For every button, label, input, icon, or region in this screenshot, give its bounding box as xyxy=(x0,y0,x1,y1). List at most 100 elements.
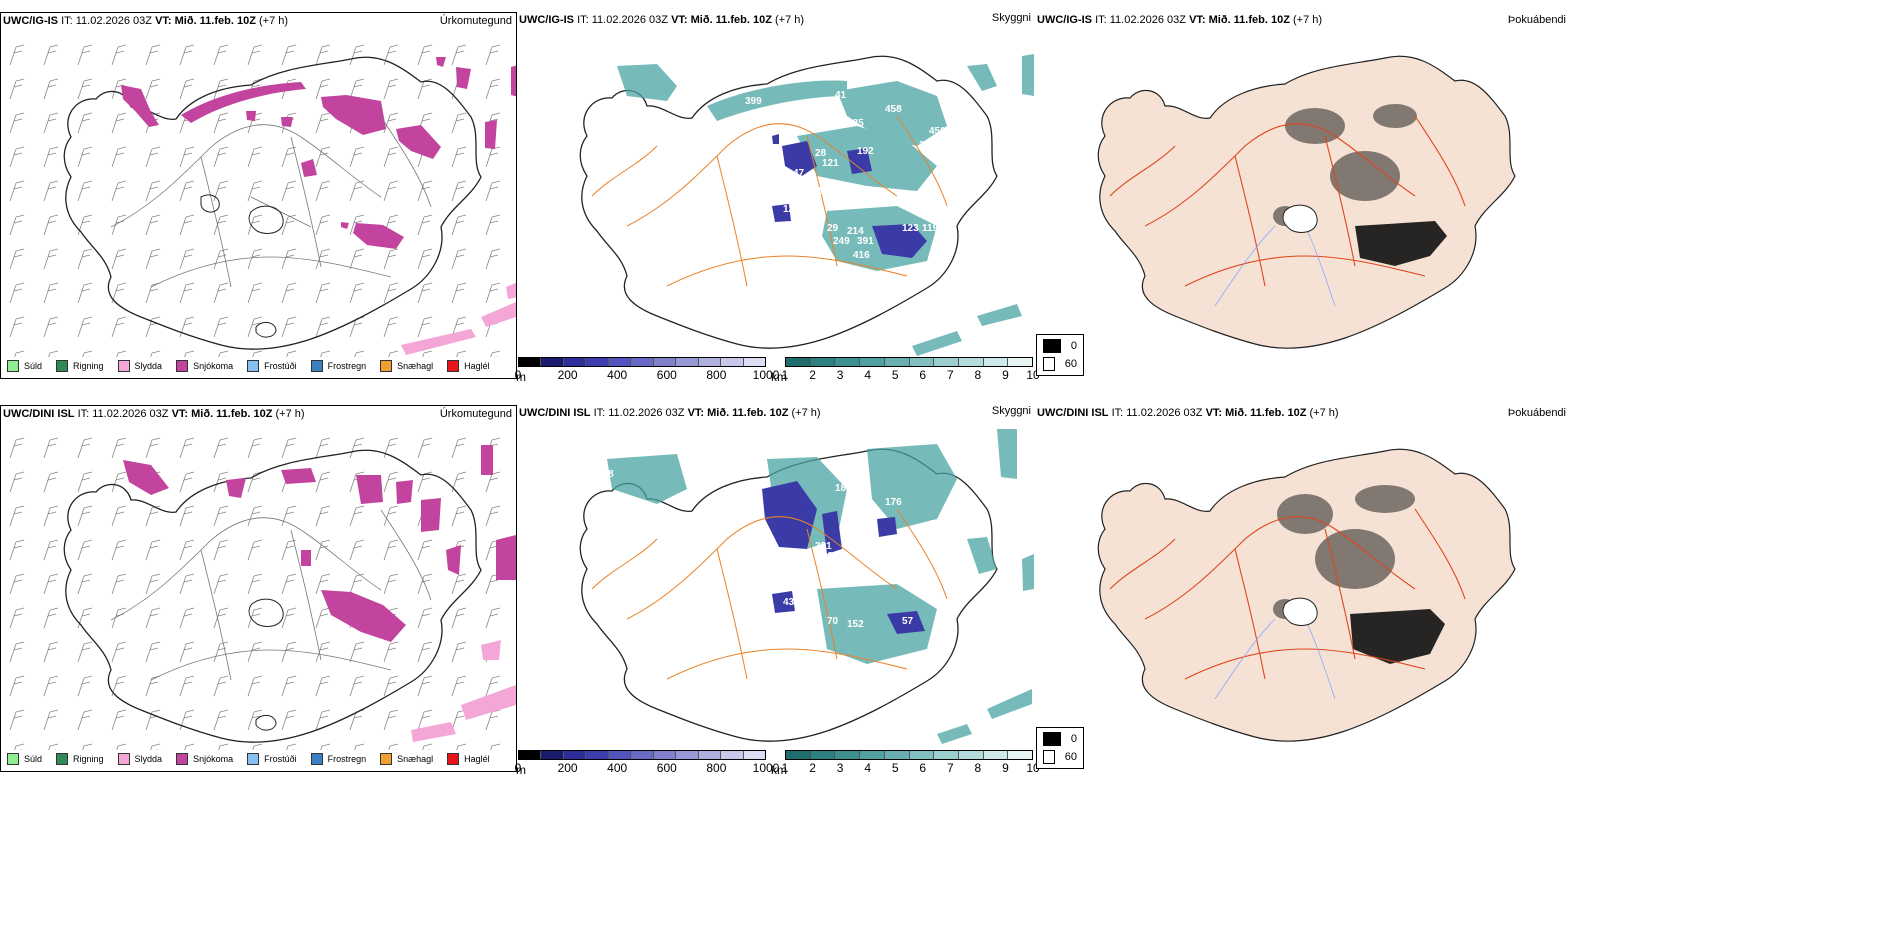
cloud-base-ticks: 0 200 400 600 800 1000 xyxy=(515,367,780,382)
legend-swatch xyxy=(1043,750,1055,764)
colorbar-tick-label: 6 xyxy=(919,368,927,382)
wind-barb-icon xyxy=(213,282,229,304)
cloud-base-unit: m xyxy=(516,370,526,384)
legend-swatch xyxy=(7,753,19,765)
wind-barb-icon xyxy=(9,573,25,595)
wind-barb-icon xyxy=(383,539,399,561)
wind-barb-icon xyxy=(111,112,127,134)
cloud-base-value: 450 xyxy=(929,126,946,137)
colorbar-tick-label: 1 xyxy=(781,368,789,382)
fog-black-area xyxy=(1355,221,1447,266)
wind-barb-icon xyxy=(111,248,127,270)
wind-barb-icon xyxy=(111,146,127,168)
wind-barb-icon xyxy=(315,437,331,459)
wind-barb-icon xyxy=(213,316,229,338)
visibility-panel-row1: UWC/IG-IS IT: 11.02.2026 03Z VT: Mið. 11… xyxy=(517,12,1035,379)
legend-swatch xyxy=(117,360,130,372)
wind-barb-icon xyxy=(43,471,59,493)
wind-barb-icon xyxy=(281,316,297,338)
cloud-base-value: 120 xyxy=(767,163,784,174)
fog-legend-row2: 0 60 xyxy=(1036,727,1084,769)
precip-type-panel-row1: UWC/IG-IS IT: 11.02.2026 03Z VT: Mið. 11… xyxy=(0,12,517,379)
legend-item-rain: Rigning xyxy=(56,753,104,765)
wind-barb-icon xyxy=(213,573,229,595)
wind-barb-icon xyxy=(111,641,127,663)
panel-product-name: Þokuábendi xyxy=(1507,14,1566,26)
cloud-base-blue-areas xyxy=(772,134,927,258)
wind-barb-icon xyxy=(349,316,365,338)
wind-barb-icon xyxy=(9,316,25,338)
wind-barb-icon xyxy=(417,214,433,236)
wind-barb-icon xyxy=(213,437,229,459)
wind-barb-icon xyxy=(485,78,501,100)
colorbar-tick-label: 1 xyxy=(781,761,789,775)
visibility-unit: km xyxy=(771,763,787,777)
wind-barb-icon xyxy=(9,471,25,493)
wind-barb-icon xyxy=(417,709,433,731)
wind-barb-icon xyxy=(77,214,93,236)
legend-swatch xyxy=(117,753,130,765)
iceland-outline xyxy=(63,56,482,350)
wind-barb-icon xyxy=(383,248,399,270)
cloud-base-colorbar-row1: 0 200 400 600 800 1000 m xyxy=(515,357,780,384)
colorbar-segment xyxy=(860,358,885,366)
wind-barb-icon xyxy=(320,743,331,750)
wind-barb-icon xyxy=(281,146,297,168)
legend-swatch xyxy=(310,360,323,372)
wind-barb-icon xyxy=(43,44,59,66)
wind-barb-icon xyxy=(417,437,433,459)
cloud-base-colorbar-swatches xyxy=(518,357,766,367)
cloud-base-colorbar-row2: 0 200 400 600 800 1000 m xyxy=(515,750,779,777)
colorbar-segment xyxy=(586,751,609,759)
wind-barb-icon xyxy=(456,743,467,750)
fog-legend-item: 60 xyxy=(1043,357,1077,371)
wind-barb-icon xyxy=(179,180,195,202)
wind-barb-icon xyxy=(451,573,467,595)
wind-barb-icon xyxy=(43,248,59,270)
wind-barb-icon xyxy=(77,505,93,527)
wind-barb-icon xyxy=(315,180,331,202)
wind-barb-icon xyxy=(43,539,59,561)
wind-barb-icon xyxy=(213,607,229,629)
wind-barb-icon xyxy=(77,709,93,731)
wind-barb-icon xyxy=(77,44,93,66)
visibility-colorbar-row1: 1 2 3 4 5 6 7 8 9 10 km xyxy=(771,357,1040,384)
legend-item-freezing-rain: Frostregn xyxy=(310,753,366,765)
legend-item-hail: Haglél xyxy=(447,753,490,765)
wind-barb-icon xyxy=(9,112,25,134)
iceland-outline xyxy=(579,448,998,742)
wind-barb-icon xyxy=(77,675,93,697)
wind-barb-icon xyxy=(48,350,59,357)
glaciers xyxy=(200,194,284,338)
wind-barb-icon xyxy=(213,675,229,697)
wind-barb-icon xyxy=(179,214,195,236)
wind-barb-icon xyxy=(43,146,59,168)
legend-swatch xyxy=(56,753,69,765)
wind-barb-icon xyxy=(145,641,161,663)
colorbar-segment xyxy=(1008,751,1033,759)
wind-barb-icon xyxy=(9,709,25,731)
colorbar-segment xyxy=(563,751,587,759)
wind-barb-icon xyxy=(111,316,127,338)
legend-swatch xyxy=(447,360,460,372)
cloud-base-value: 41 xyxy=(835,90,847,101)
colorbar-segment xyxy=(983,751,1009,759)
visibility-ticks: 1 2 3 4 5 6 7 8 9 10 xyxy=(781,760,1040,775)
colorbar-segment xyxy=(698,358,722,366)
panel-product-name: Skyggni xyxy=(991,405,1031,417)
wind-barb-icon xyxy=(9,539,25,561)
wind-barb-icon xyxy=(179,607,195,629)
wind-barb-icon xyxy=(145,573,161,595)
wind-barb-icon xyxy=(247,539,263,561)
wind-barb-icon xyxy=(145,437,161,459)
roads-grey xyxy=(110,509,432,681)
wind-barb-icon xyxy=(145,607,161,629)
wind-barb-icon xyxy=(349,675,365,697)
sleet-areas xyxy=(411,640,516,742)
colorbar-segment xyxy=(676,358,699,366)
colorbar-tick-label: 200 xyxy=(557,761,578,775)
cloud-base-value: 119 xyxy=(922,223,939,234)
wind-barb-icon xyxy=(349,709,365,731)
